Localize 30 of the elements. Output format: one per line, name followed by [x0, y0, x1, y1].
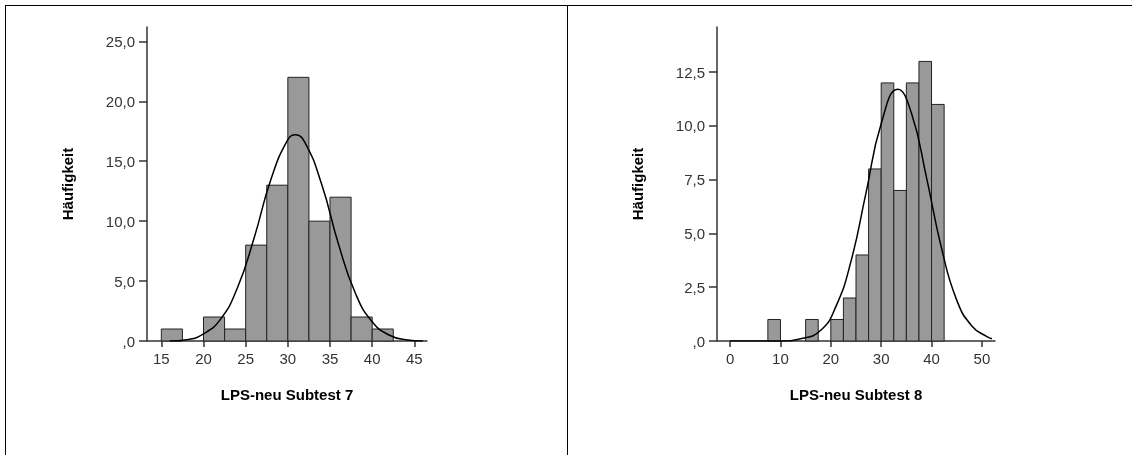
- y-tick-label: 15,0: [105, 152, 135, 170]
- y-tick-label: 5,0: [684, 224, 705, 242]
- y-axis-title: Häufigkeit: [59, 147, 76, 221]
- y-tick-label: 7,5: [684, 171, 705, 189]
- x-axis-title: LPS-neu Subtest 7: [220, 386, 354, 403]
- y-tick-label: 10,0: [105, 212, 135, 230]
- line-series: [729, 88, 993, 342]
- x-tick-label: 10: [772, 350, 789, 367]
- x-tick-label: 25: [237, 350, 255, 367]
- x-tick-label: 35: [321, 350, 339, 367]
- x-tick-label: 0: [725, 350, 735, 367]
- x-tick-label: 20: [195, 350, 212, 367]
- y-tick-label: 10,0: [675, 117, 705, 135]
- y-tick-label: 5,0: [114, 272, 135, 290]
- y-tick-label: ,0: [122, 332, 135, 350]
- y-tick-label: 20,0: [105, 92, 135, 110]
- x-tick-label: 30: [872, 350, 890, 367]
- x-tick-label: 40: [923, 350, 940, 367]
- y-tick-label: 12,5: [675, 63, 705, 81]
- x-tick-label: 30: [279, 350, 297, 367]
- x-tick-label: 40: [363, 350, 381, 367]
- y-tick-label: 25,0: [105, 32, 135, 50]
- y-axis-title: Häufigkeit: [629, 147, 646, 221]
- x-tick-label: 50: [973, 350, 991, 367]
- x-tick-label: 20: [822, 350, 840, 367]
- x-tick-label: 15: [152, 350, 170, 367]
- x-axis-title: LPS-neu Subtest 8: [789, 386, 923, 403]
- y-tick-label: 2,5: [684, 278, 705, 296]
- y-tick-label: ,0: [692, 332, 705, 350]
- x-tick-label: 45: [406, 350, 423, 367]
